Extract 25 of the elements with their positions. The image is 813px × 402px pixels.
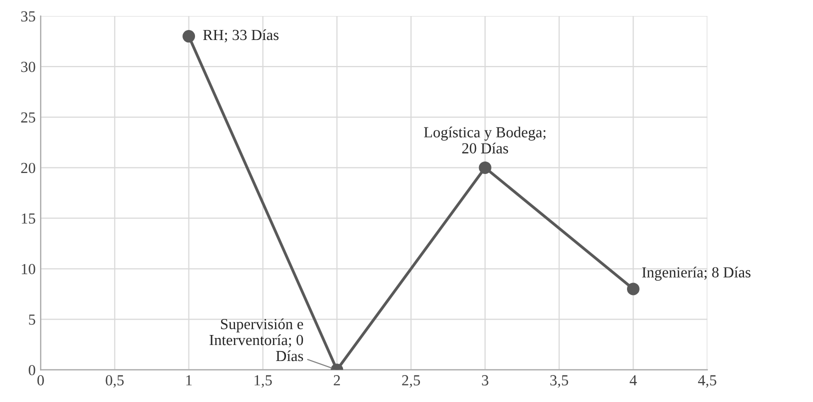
y-tick-label: 20 bbox=[21, 162, 36, 174]
annotation: RH; 33 Días bbox=[203, 29, 279, 42]
y-tick-label: 10 bbox=[22, 264, 36, 274]
y-tick-label: 35 bbox=[21, 11, 36, 22]
y-tick-label: 15 bbox=[22, 213, 36, 224]
x-tick-label: 4,5 bbox=[698, 375, 716, 388]
y-tick-label: 0 bbox=[28, 364, 36, 376]
x-tick-label: 0,5 bbox=[106, 375, 124, 388]
x-tick-label: 1 bbox=[186, 375, 192, 386]
point bbox=[182, 30, 196, 43]
x-tick-label: 2 bbox=[334, 375, 340, 386]
x-tick-label: 3,5 bbox=[550, 375, 568, 388]
y-tick-label: 30 bbox=[21, 62, 36, 72]
annotation: Ingeniería; 8 Días bbox=[642, 266, 750, 281]
point bbox=[478, 161, 492, 174]
annotation: Logística y Bodega; 20 Días bbox=[424, 126, 546, 154]
x-tick-label: 0 bbox=[37, 375, 44, 386]
y-tick-label: 25 bbox=[21, 112, 36, 123]
annotation: Supervisión e Interventoría; 0 Días bbox=[210, 318, 304, 362]
y-tick-label: 5 bbox=[29, 314, 36, 325]
x-tick-label: 4 bbox=[630, 375, 637, 386]
x-tick-label: 3 bbox=[482, 375, 488, 386]
x-tick-label: 2,5 bbox=[402, 375, 420, 388]
x-tick-label: 1,5 bbox=[254, 375, 272, 388]
point bbox=[626, 282, 640, 296]
